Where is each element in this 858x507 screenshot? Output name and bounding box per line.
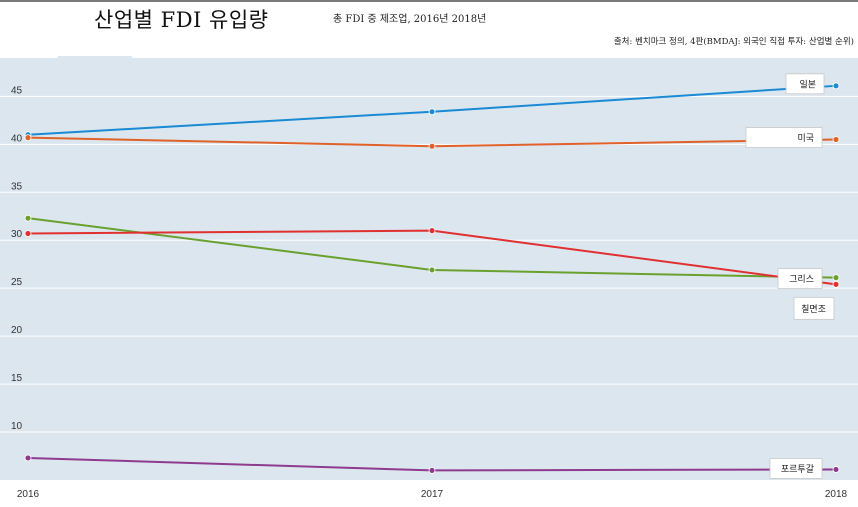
data-point — [24, 230, 32, 237]
data-point — [428, 108, 436, 116]
series-label-3: 칠면조 — [793, 296, 835, 320]
y-tick-label: 30 — [11, 229, 23, 240]
series-label-2: 그리스 — [777, 268, 823, 290]
chart-source: 출처: 벤치마크 정의, 4판(BMDAJ: 외국인 직접 투자: 산업별 순위… — [613, 37, 854, 47]
y-tick-label: 15 — [11, 373, 23, 384]
series-label-box — [769, 458, 823, 479]
data-point — [24, 134, 32, 142]
series-label-4: 포르투갈 — [769, 458, 823, 479]
data-point — [832, 274, 840, 282]
tab-marker — [58, 56, 132, 58]
data-point — [832, 136, 840, 143]
data-point — [428, 266, 436, 274]
data-point — [832, 466, 840, 473]
x-tick-label: 2017 — [421, 489, 444, 500]
data-point — [428, 227, 436, 235]
series-label-text: 칠면조 — [801, 304, 826, 315]
x-tick-label: 2018 — [825, 489, 848, 500]
y-tick-label: 35 — [11, 181, 23, 192]
chart-title: 산업별 FDI 유입량 — [94, 8, 269, 32]
y-tick-label: 40 — [11, 133, 23, 144]
y-tick-label: 20 — [11, 325, 23, 336]
y-tick-label: 10 — [11, 421, 23, 432]
data-point — [428, 142, 436, 150]
data-point — [832, 82, 840, 90]
line-chart: 10 15 20 25 30 35 40 45 2016 2017 2018 일본미국그리스칠면조포르… — [0, 58, 858, 500]
series-label-text: 미국 — [797, 133, 814, 144]
series-label-text: 일본 — [799, 79, 816, 90]
series-label-box — [745, 127, 823, 148]
y-tick-label: 45 — [11, 85, 23, 96]
data-point — [832, 280, 840, 288]
data-point — [428, 467, 436, 474]
data-point — [24, 214, 32, 222]
top-border — [0, 0, 858, 2]
series-label-1: 미국 — [745, 127, 823, 148]
series-label-box — [777, 268, 823, 290]
data-point — [24, 454, 32, 462]
x-tick-label: 2016 — [17, 489, 40, 500]
y-tick-label: 25 — [11, 277, 23, 288]
series-label-text: 포르투갈 — [781, 464, 814, 475]
series-label-box — [793, 296, 835, 320]
series-label-text: 그리스 — [789, 274, 814, 285]
chart-subtitle: 총 FDI 중 제조업, 2016년 2018년 — [333, 14, 487, 25]
series-label-box — [785, 73, 825, 95]
series-label-0: 일본 — [785, 73, 825, 95]
